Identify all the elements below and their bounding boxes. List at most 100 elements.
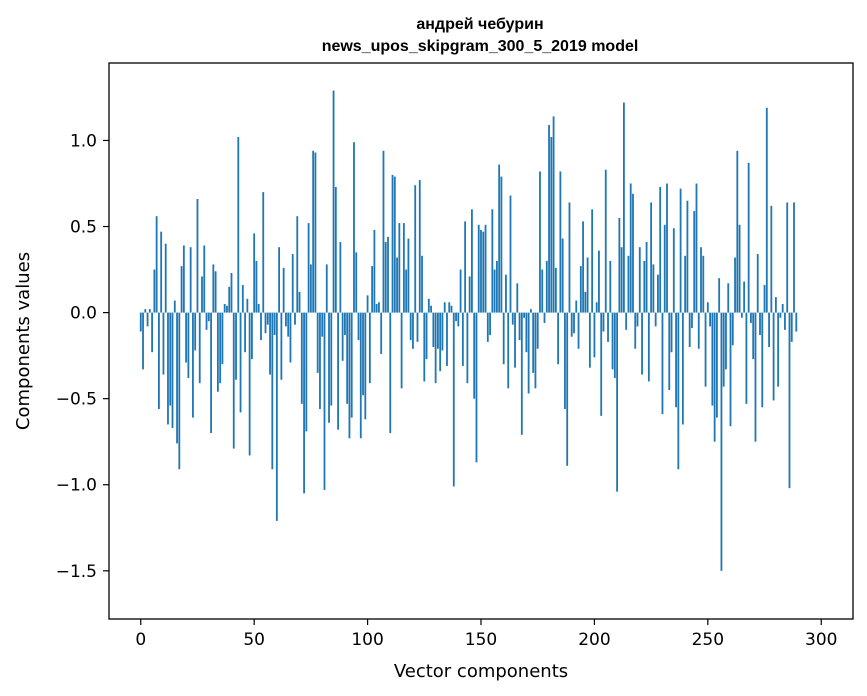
bar-component-53 (260, 312, 262, 341)
bar-component-57 (269, 312, 271, 375)
bar-component-263 (736, 150, 739, 313)
bar-component-258 (725, 312, 727, 370)
bar-component-84 (330, 312, 333, 406)
bar-component-23 (192, 312, 194, 418)
bar-component-244 (693, 211, 696, 313)
bar-component-4 (148, 309, 151, 313)
bar-component-269 (750, 312, 752, 323)
bar-component-59 (273, 312, 276, 335)
bar-component-154 (489, 312, 491, 335)
bar-component-52 (257, 303, 260, 313)
bar-component-259 (727, 283, 730, 313)
bar-component-81 (323, 312, 326, 490)
bar-component-85 (332, 90, 335, 313)
bar-component-184 (557, 312, 560, 365)
bar-component-279 (772, 312, 775, 401)
bar-component-281 (777, 312, 780, 387)
bar-component-202 (598, 250, 600, 313)
bar-component-7 (155, 216, 158, 313)
bar-component-234 (670, 312, 673, 353)
bar-component-188 (566, 312, 569, 466)
bar-component-9 (160, 231, 163, 313)
bar-component-77 (314, 152, 317, 313)
bar-component-253 (713, 312, 716, 442)
bar-component-144 (466, 312, 469, 384)
bar-component-16 (176, 312, 178, 444)
bar-component-97 (359, 312, 362, 439)
bar-component-74 (307, 223, 310, 313)
bar-component-36 (221, 312, 224, 365)
bar-component-230 (661, 312, 664, 415)
bar-component-221 (641, 312, 643, 375)
bar-component-5 (151, 312, 153, 353)
bar-component-165 (514, 312, 516, 368)
bar-component-172 (530, 309, 532, 313)
bar-component-245 (695, 183, 698, 313)
bar-component-114 (398, 223, 401, 313)
bar-component-76 (312, 150, 315, 313)
bar-component-49 (251, 312, 253, 360)
bar-component-283 (781, 303, 784, 313)
bar-component-257 (722, 312, 725, 387)
bar-component-198 (588, 312, 591, 368)
bar-component-176 (539, 171, 541, 313)
bar-component-83 (328, 312, 330, 423)
bar-component-136 (448, 302, 451, 313)
bar-component-189 (568, 202, 571, 313)
bar-component-204 (602, 312, 605, 332)
bar-component-55 (264, 312, 267, 334)
bar-component-41 (232, 312, 235, 449)
bar-component-2 (144, 309, 147, 313)
bar-component-153 (486, 312, 489, 342)
bar-component-56 (266, 312, 269, 325)
bar-component-224 (647, 312, 650, 382)
bar-component-151 (482, 231, 485, 313)
bar-component-80 (321, 312, 324, 337)
bar-component-213 (623, 102, 625, 313)
bar-component-162 (507, 312, 510, 389)
bar-component-261 (731, 312, 734, 346)
bar-component-12 (167, 312, 169, 425)
bar-component-233 (668, 312, 671, 391)
y-tick-label: −0.5 (56, 390, 97, 410)
bar-component-133 (441, 312, 444, 351)
bar-component-79 (319, 312, 321, 409)
bar-component-225 (650, 202, 653, 313)
bar-component-284 (784, 312, 786, 330)
bar-component-143 (464, 221, 467, 313)
bar-component-193 (577, 312, 580, 349)
bar-component-101 (368, 312, 371, 384)
bar-component-120 (412, 312, 414, 349)
bar-component-266 (743, 281, 746, 313)
x-tick-label: 250 (692, 630, 724, 650)
bar-component-29 (205, 312, 208, 330)
bar-component-137 (450, 305, 453, 313)
bar-component-207 (609, 260, 612, 313)
bar-component-256 (720, 312, 723, 571)
bar-component-38 (226, 305, 228, 313)
bar-component-40 (230, 273, 233, 313)
bar-component-289 (795, 312, 798, 332)
y-tick-label: 0.5 (70, 218, 97, 238)
bar-component-246 (697, 312, 700, 349)
bar-component-127 (427, 298, 430, 313)
bar-component-274 (761, 312, 764, 408)
bar-component-109 (387, 236, 389, 313)
bar-component-33 (214, 271, 217, 313)
bar-component-78 (316, 312, 319, 373)
bar-component-44 (239, 312, 242, 413)
bar-component-51 (255, 260, 258, 313)
bar-component-192 (575, 300, 578, 313)
bar-component-124 (421, 255, 423, 313)
bar-component-161 (505, 274, 507, 313)
bar-component-125 (423, 312, 426, 382)
bar-component-30 (207, 312, 210, 322)
bar-component-214 (625, 312, 628, 330)
bar-component-208 (611, 312, 614, 370)
bar-component-86 (334, 186, 337, 313)
bar-component-11 (164, 243, 167, 313)
bar-component-178 (543, 312, 546, 323)
bar-component-1 (142, 312, 144, 370)
bar-component-22 (189, 247, 192, 313)
